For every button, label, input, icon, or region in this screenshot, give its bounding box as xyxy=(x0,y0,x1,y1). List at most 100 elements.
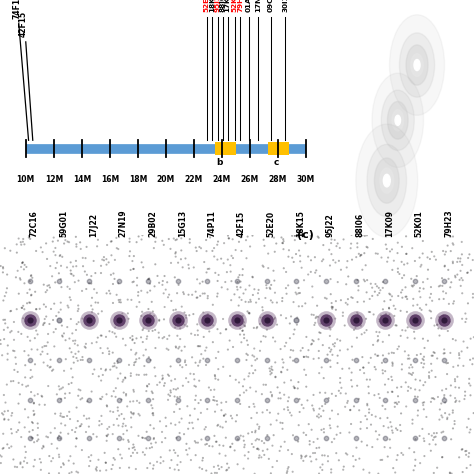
Point xyxy=(363,231,371,239)
Point xyxy=(420,399,428,406)
Point xyxy=(379,306,387,313)
Point xyxy=(387,296,394,304)
Point xyxy=(215,271,222,279)
Text: (c): (c) xyxy=(297,230,314,240)
Point xyxy=(223,460,231,467)
Point xyxy=(69,337,77,345)
Point xyxy=(402,403,410,410)
Point xyxy=(172,343,180,350)
Point xyxy=(289,431,297,439)
Point xyxy=(2,289,10,296)
Point xyxy=(73,435,81,442)
Point xyxy=(198,319,206,327)
Point xyxy=(113,415,121,423)
Point xyxy=(191,438,199,445)
Point xyxy=(433,321,441,328)
Point xyxy=(411,434,419,442)
Point xyxy=(465,449,473,457)
Point xyxy=(3,284,11,292)
Point xyxy=(242,286,249,293)
Point xyxy=(234,278,241,286)
Point xyxy=(28,274,36,282)
Point xyxy=(424,266,432,273)
Point xyxy=(361,329,368,337)
Point xyxy=(25,232,33,239)
Point xyxy=(202,361,210,369)
Point xyxy=(108,252,115,259)
Point xyxy=(73,263,80,270)
Point xyxy=(26,317,33,324)
Point xyxy=(371,288,379,295)
Point xyxy=(277,345,284,353)
Point xyxy=(196,464,203,471)
Point xyxy=(258,391,265,398)
Point xyxy=(287,376,295,384)
Point xyxy=(291,384,299,392)
Point xyxy=(405,352,412,359)
Point xyxy=(67,365,75,373)
Point xyxy=(416,432,423,440)
Point xyxy=(145,380,153,388)
Point xyxy=(85,317,92,324)
Text: 18M: 18M xyxy=(128,174,147,183)
Point xyxy=(27,235,34,243)
Point xyxy=(26,277,34,285)
Point xyxy=(87,302,95,310)
Point xyxy=(420,435,428,442)
Point xyxy=(22,383,30,390)
Point xyxy=(157,459,164,467)
Point xyxy=(115,317,122,324)
Point xyxy=(449,241,457,248)
Point xyxy=(103,402,111,410)
Point xyxy=(215,348,222,356)
Point xyxy=(109,408,117,416)
Point xyxy=(190,370,198,378)
Point xyxy=(319,241,327,249)
Point xyxy=(165,235,173,243)
Point xyxy=(202,344,210,351)
Point xyxy=(440,317,448,324)
Point xyxy=(60,461,68,468)
Point xyxy=(9,377,17,385)
Point xyxy=(104,425,111,433)
Point xyxy=(327,275,334,283)
Point xyxy=(97,269,105,277)
Point xyxy=(332,392,340,400)
Point xyxy=(432,433,439,440)
Point xyxy=(322,396,329,404)
Point xyxy=(398,243,406,251)
Point xyxy=(14,267,21,274)
Point xyxy=(85,356,92,364)
Point xyxy=(146,444,154,452)
Point xyxy=(320,425,328,433)
Point xyxy=(464,269,471,277)
Point xyxy=(58,322,66,329)
Point xyxy=(0,415,8,423)
Point xyxy=(459,276,466,284)
Point xyxy=(4,324,11,331)
Point xyxy=(119,335,127,343)
Point xyxy=(245,298,253,306)
Point xyxy=(263,284,271,292)
Point xyxy=(284,403,292,411)
Point xyxy=(194,342,201,350)
Point xyxy=(83,415,91,422)
Point xyxy=(47,429,55,437)
Point xyxy=(218,399,225,407)
Point xyxy=(273,417,281,424)
Point xyxy=(154,381,161,389)
Point xyxy=(142,346,150,354)
Point xyxy=(239,265,246,273)
Point xyxy=(191,375,198,383)
Point xyxy=(329,340,337,348)
Point xyxy=(247,298,255,306)
Point xyxy=(417,350,425,358)
Point xyxy=(284,253,292,260)
Point xyxy=(233,411,241,419)
Point xyxy=(233,434,241,442)
Point xyxy=(160,241,168,249)
Point xyxy=(206,234,214,241)
Point xyxy=(127,398,134,405)
Point xyxy=(379,370,387,377)
Point xyxy=(165,332,173,339)
